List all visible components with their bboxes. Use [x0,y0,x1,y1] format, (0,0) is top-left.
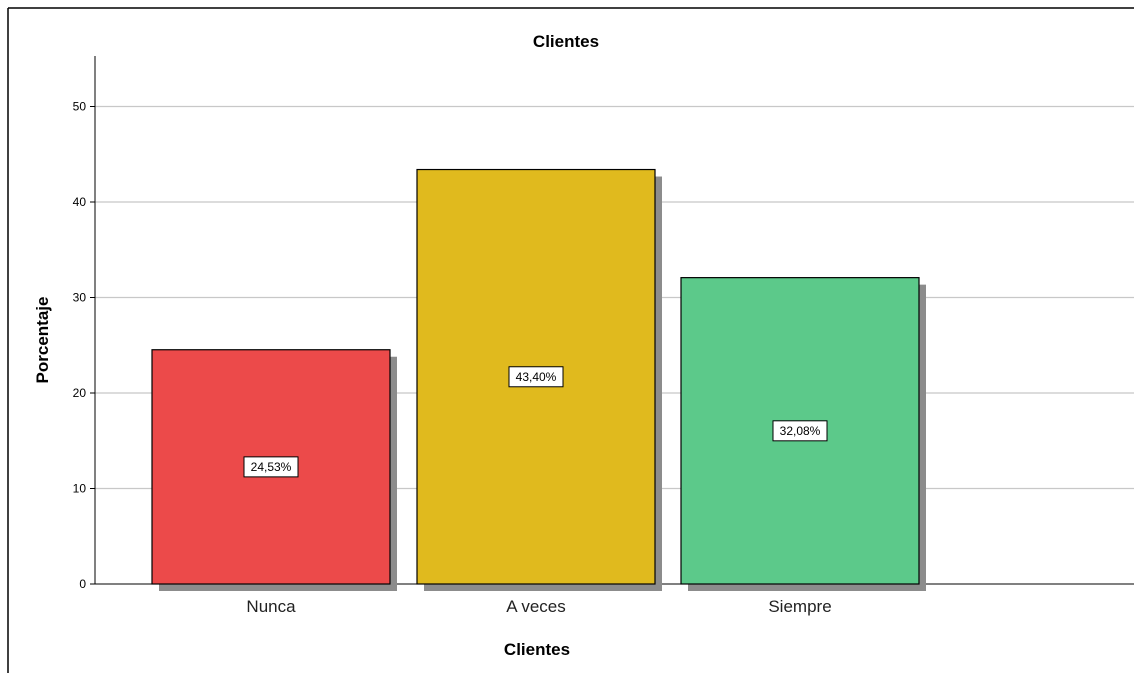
y-tick-label: 30 [73,291,87,305]
data-label-box [772,420,828,442]
x-tick-labels: Nunca A veces Siempre [246,597,831,616]
data-label: 24,53% [251,460,292,474]
x-axis-title: Clientes [504,640,570,659]
y-axis-title: Porcentaje [33,297,52,384]
chart-title: Clientes [533,32,599,51]
data-labels: 24,53% 43,40% 32,08% [243,366,828,478]
data-label: 43,40% [516,370,557,384]
x-tick-label: Siempre [768,597,831,616]
data-label-box [243,456,299,478]
x-tick-label: Nunca [246,597,296,616]
data-label-box [508,366,564,388]
x-tick-label: A veces [506,597,566,616]
y-tick-label: 50 [73,100,87,114]
y-tick-label: 40 [73,195,87,209]
y-tick-labels: 0 10 20 30 40 50 [73,100,87,592]
y-tick-label: 20 [73,386,87,400]
data-label: 32,08% [780,424,821,438]
y-tick-label: 0 [79,577,86,591]
y-tick-label: 10 [73,482,87,496]
